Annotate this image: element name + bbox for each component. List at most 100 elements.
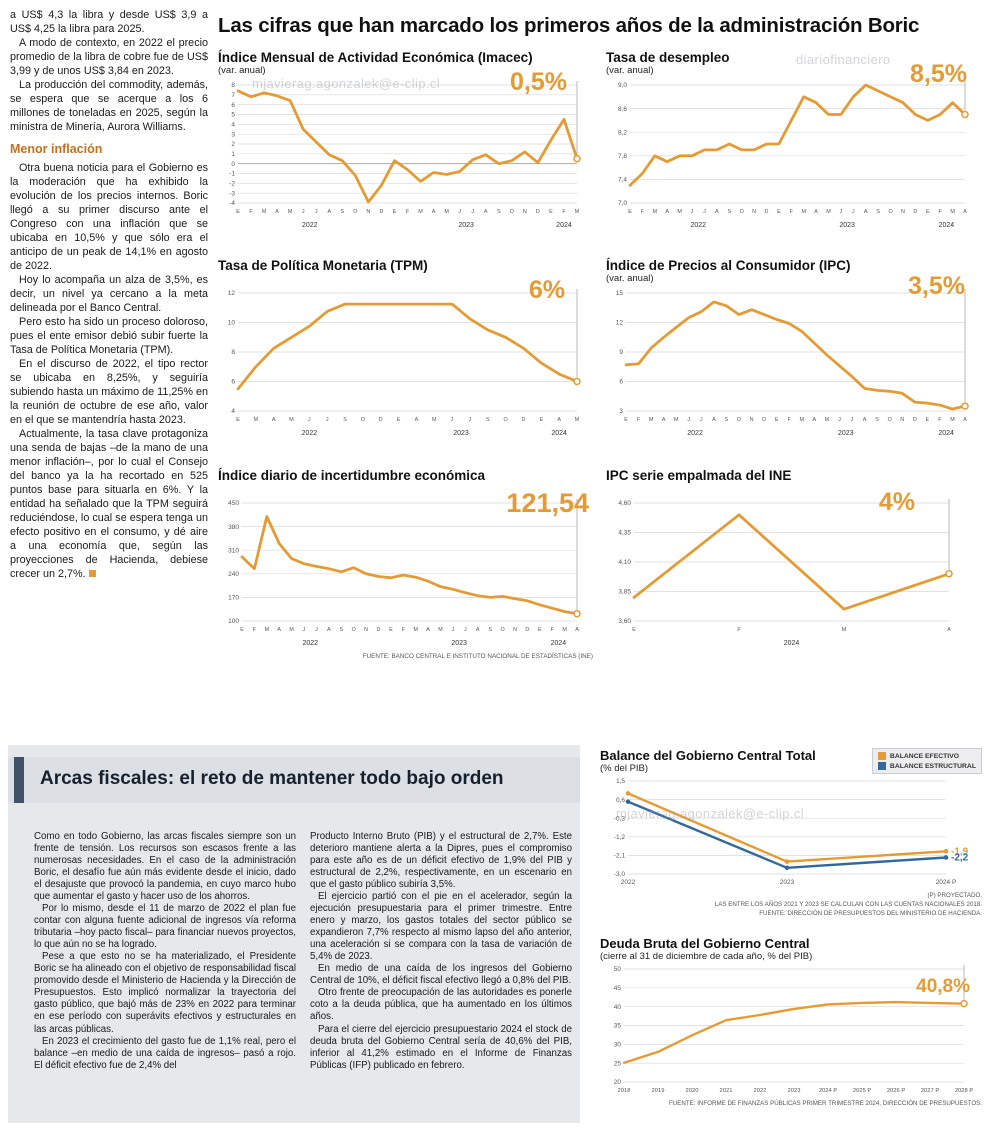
deuda-plot: 50 45 40 35 30 25 20 2018 2019 2020 2021 2022 2023 20… bbox=[614, 965, 973, 1094]
article-paragraph: Pero esto ha sido un proceso doloroso, p… bbox=[10, 315, 208, 356]
svg-text:O: O bbox=[737, 417, 741, 423]
article-paragraph: La producción del commodity, además, se … bbox=[10, 79, 208, 134]
svg-text:D: D bbox=[913, 417, 917, 423]
svg-text:2024: 2024 bbox=[938, 430, 954, 437]
chart-subtitle: (% del PIB) bbox=[600, 763, 649, 774]
svg-text:N: N bbox=[900, 417, 904, 423]
svg-text:A: A bbox=[863, 417, 867, 423]
svg-text:2023: 2023 bbox=[839, 222, 855, 229]
svg-text:F: F bbox=[253, 627, 257, 633]
svg-text:J: J bbox=[308, 417, 311, 423]
chart-tpm: Tasa de Política Monetaria (TPM) 6% 12 10… bbox=[218, 258, 593, 442]
svg-text:J: J bbox=[700, 417, 703, 423]
svg-text:4: 4 bbox=[231, 122, 235, 129]
article-paragraph: Hoy lo acompaña un alza de 3,5%, es deci… bbox=[10, 273, 208, 314]
svg-text:D: D bbox=[536, 209, 540, 215]
chart-title: Tasa de Política Monetaria (TPM) bbox=[218, 258, 428, 273]
svg-text:D: D bbox=[765, 209, 769, 215]
svg-text:D: D bbox=[762, 417, 766, 423]
svg-text:1,5: 1,5 bbox=[616, 778, 625, 785]
svg-text:S: S bbox=[488, 627, 492, 633]
svg-text:E: E bbox=[775, 417, 779, 423]
fiscal-paragraph: Otro frente de preocupación de las autor… bbox=[310, 987, 572, 1023]
svg-text:F: F bbox=[790, 209, 794, 215]
chart-deuda: Deuda Bruta del Gobierno Central (cierre… bbox=[600, 936, 982, 1109]
svg-text:2026 P: 2026 P bbox=[887, 1088, 906, 1094]
svg-text:4: 4 bbox=[231, 408, 235, 415]
svg-text:A: A bbox=[275, 209, 279, 215]
svg-text:M: M bbox=[653, 209, 658, 215]
chart-source: FUENTE: BANCO CENTRAL E INSTITUTO NACION… bbox=[362, 653, 593, 660]
svg-text:A: A bbox=[947, 627, 951, 633]
svg-text:M: M bbox=[575, 417, 580, 423]
svg-text:S: S bbox=[343, 417, 347, 423]
fiscal-paragraph: El ejercicio partió con el pie en el ace… bbox=[310, 891, 572, 963]
svg-text:D: D bbox=[377, 627, 381, 633]
svg-text:S: S bbox=[876, 209, 880, 215]
svg-text:2022: 2022 bbox=[690, 222, 706, 229]
svg-text:4,10: 4,10 bbox=[618, 559, 631, 566]
chart-balance: BALANCE EFECTIVO BALANCE ESTRUCTURAL Bal… bbox=[600, 748, 982, 919]
svg-text:7,4: 7,4 bbox=[618, 177, 627, 184]
chart-ipc: Índice de Precios al Consumidor (IPC) (v… bbox=[606, 258, 981, 442]
svg-text:240: 240 bbox=[228, 571, 239, 578]
svg-text:2018: 2018 bbox=[618, 1088, 631, 1094]
chart-big-value: 0,5% bbox=[510, 68, 567, 96]
svg-text:2021: 2021 bbox=[720, 1088, 733, 1094]
svg-text:-3: -3 bbox=[229, 190, 235, 197]
svg-text:D: D bbox=[522, 417, 526, 423]
svg-text:J: J bbox=[315, 209, 318, 215]
svg-text:2022: 2022 bbox=[302, 640, 318, 647]
svg-text:M: M bbox=[288, 209, 293, 215]
svg-text:N: N bbox=[752, 209, 756, 215]
chart-big-value: 121,54 bbox=[506, 488, 589, 518]
svg-text:M: M bbox=[677, 209, 682, 215]
svg-text:-2: -2 bbox=[229, 181, 235, 188]
svg-text:M: M bbox=[262, 209, 267, 215]
svg-text:E: E bbox=[240, 627, 244, 633]
svg-text:M: M bbox=[950, 417, 955, 423]
svg-text:M: M bbox=[562, 627, 567, 633]
chart-subtitle: (var. anual) bbox=[218, 65, 266, 76]
chart-big-value: 3,5% bbox=[908, 272, 965, 300]
svg-text:A: A bbox=[814, 209, 818, 215]
svg-text:10: 10 bbox=[228, 320, 236, 327]
chart-subtitle: (cierre al 31 de diciembre de cada año, … bbox=[600, 951, 813, 962]
svg-text:A: A bbox=[712, 417, 716, 423]
svg-text:F: F bbox=[737, 627, 741, 633]
estructural-swatch-icon bbox=[877, 762, 886, 770]
fiscal-accent-bar bbox=[14, 757, 24, 803]
svg-text:E: E bbox=[540, 417, 544, 423]
chart-desempleo: Tasa de desempleo (var. anual) 8,5% 9,0 8… bbox=[606, 50, 981, 234]
svg-text:4,60: 4,60 bbox=[618, 500, 631, 507]
chart-source: (P) PROYECTADO. bbox=[927, 892, 982, 899]
svg-text:2024: 2024 bbox=[784, 640, 800, 647]
svg-text:7,8: 7,8 bbox=[618, 153, 627, 160]
svg-text:9,0: 9,0 bbox=[618, 82, 627, 89]
fiscal-title: Arcas fiscales: el reto de mantener todo… bbox=[40, 768, 504, 789]
svg-text:J: J bbox=[464, 627, 467, 633]
svg-text:J: J bbox=[687, 417, 690, 423]
svg-text:F: F bbox=[406, 209, 410, 215]
svg-text:J: J bbox=[303, 627, 306, 633]
svg-text:F: F bbox=[551, 627, 555, 633]
svg-text:8,2: 8,2 bbox=[618, 129, 627, 136]
fiscal-paragraph: Por lo mismo, desde el 11 de marzo de 20… bbox=[34, 903, 296, 951]
svg-text:O: O bbox=[888, 209, 892, 215]
svg-text:N: N bbox=[366, 209, 370, 215]
chart-big-value: 6% bbox=[528, 276, 565, 304]
svg-text:-0,3: -0,3 bbox=[614, 815, 626, 822]
article-paragraph: a US$ 4,3 la libra y desde US$ 3,9 a US$… bbox=[10, 9, 208, 36]
svg-text:9: 9 bbox=[619, 349, 623, 356]
svg-text:2025 P: 2025 P bbox=[853, 1088, 872, 1094]
svg-text:O: O bbox=[353, 209, 357, 215]
svg-text:M: M bbox=[254, 417, 259, 423]
svg-text:2024: 2024 bbox=[556, 222, 572, 229]
svg-text:A: A bbox=[277, 627, 281, 633]
svg-text:-1,2: -1,2 bbox=[614, 834, 626, 841]
svg-text:N: N bbox=[364, 627, 368, 633]
svg-text:2023: 2023 bbox=[458, 222, 474, 229]
fiscal-paragraph: Pese a que esto no se ha materializado, … bbox=[34, 951, 296, 1035]
